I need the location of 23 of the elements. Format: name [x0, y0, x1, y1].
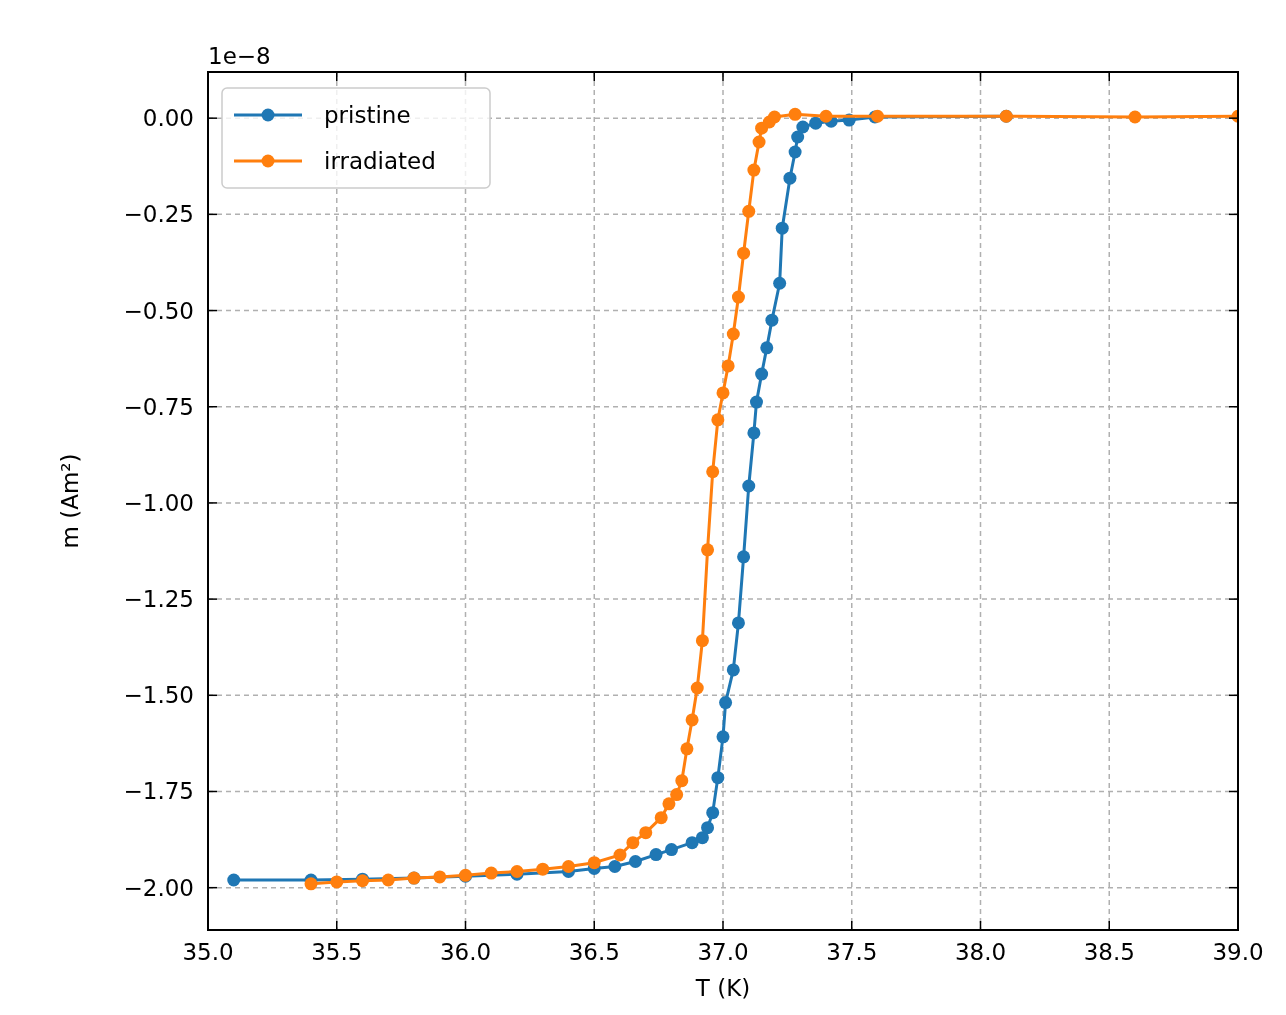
y-tick-label: −0.50 — [123, 297, 194, 324]
y-tick-label: −0.25 — [123, 201, 194, 228]
x-tick-label: 38.5 — [1083, 939, 1135, 965]
x-tick-label: 35.5 — [311, 939, 363, 965]
x-tick-label: 37.0 — [697, 939, 749, 965]
x-tick-label: 39.0 — [1212, 939, 1264, 965]
y-tick-label: −1.50 — [123, 682, 194, 709]
y-tick-label: −1.75 — [123, 778, 194, 805]
y-tick-label: −0.75 — [123, 393, 194, 420]
x-tick-label: 35.0 — [182, 939, 234, 965]
x-tick-label: 38.0 — [954, 939, 1007, 965]
legend-label: irradiated — [324, 148, 436, 174]
y-tick-label: −2.00 — [123, 874, 194, 901]
legend-label: pristine — [324, 102, 411, 128]
text: 1e−8 — [208, 43, 271, 69]
x-axis-title: T (K) — [694, 975, 751, 1001]
y-tick-label: −1.00 — [123, 489, 194, 516]
x-tick-label: 36.0 — [439, 939, 492, 965]
y-tick-label: 0.00 — [142, 105, 194, 132]
x-tick-label: 36.5 — [568, 939, 620, 965]
x-tick-label: 37.5 — [826, 939, 878, 965]
y-axis-title: m (Am²) — [57, 453, 83, 549]
y-tick-label: −1.25 — [123, 586, 194, 613]
